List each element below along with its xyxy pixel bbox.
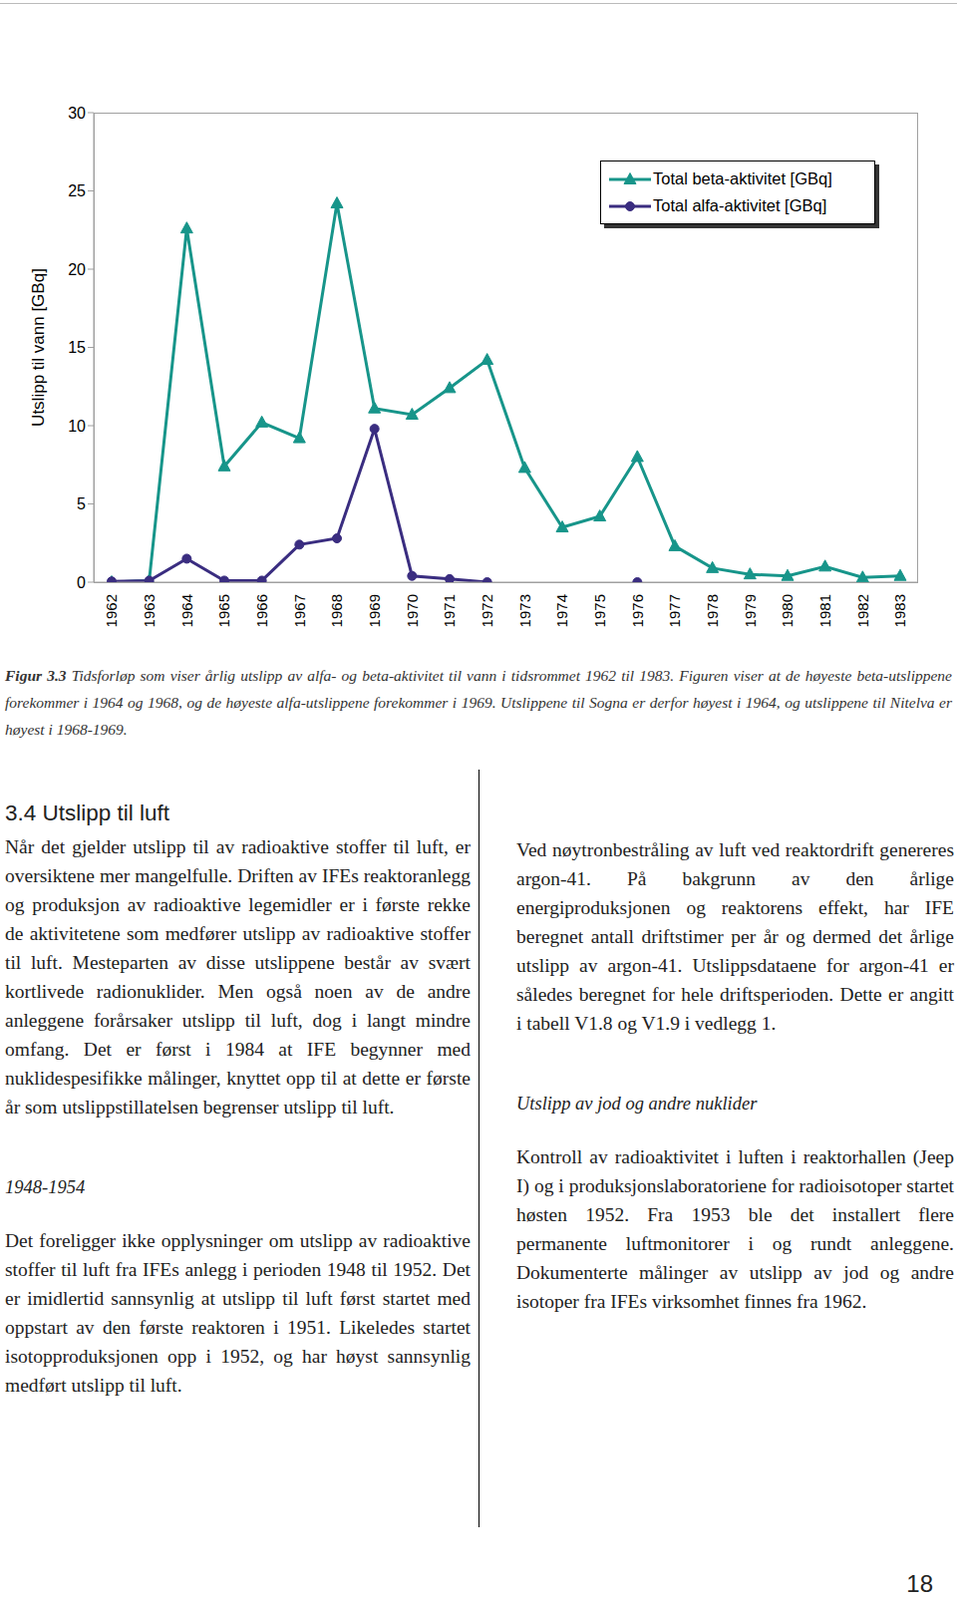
html-text:Ved nøytronbestråling av luft: Ved nøytronbestråling av luft ved reakto… <box>516 839 955 1034</box>
svg-text:0: 0 <box>76 574 86 592</box>
html-text:3.4 Utslipp til luft: 3.4 Utslipp til luft <box>4 800 170 826</box>
svg-text:5: 5 <box>76 495 86 513</box>
html-text:Total beta-aktivitet [GBq]: Total beta-aktivitet [GBq] <box>652 169 833 188</box>
svg-text:1968: 1968 <box>327 594 345 628</box>
svg-text:1978: 1978 <box>703 594 721 628</box>
svg-text:10: 10 <box>67 417 86 435</box>
svg-text:1970: 1970 <box>403 594 421 628</box>
svg-text:20: 20 <box>67 261 86 279</box>
html-text:Det foreligger ikke opplysning: Det foreligger ikke opplysninger om utsl… <box>4 1230 471 1396</box>
svg-text:1981: 1981 <box>816 594 834 628</box>
html-text:Når det gjelder utslipp til av: Når det gjelder utslipp til av radioakti… <box>4 836 471 1118</box>
svg-text:1965: 1965 <box>215 594 233 628</box>
html-text:Total alfa-aktivitet [GBq]: Total alfa-aktivitet [GBq] <box>652 196 827 215</box>
svg-text:1966: 1966 <box>253 594 271 628</box>
svg-text:1980: 1980 <box>778 594 796 628</box>
svg-text:1983: 1983 <box>891 594 909 628</box>
svg-text:1975: 1975 <box>591 594 609 628</box>
svg-text:1982: 1982 <box>854 594 872 628</box>
html-text:Kontroll av radioaktivitet i l: Kontroll av radioaktivitet i luften i re… <box>516 1146 955 1312</box>
svg-text:1973: 1973 <box>516 594 534 628</box>
svg-text:1963: 1963 <box>140 594 158 628</box>
svg-text:1969: 1969 <box>365 594 383 628</box>
html-text:Figur 3.3 Tidsforløp som viser: Figur 3.3 Tidsforløp som viser årlig uts… <box>4 666 953 738</box>
svg-text:1979: 1979 <box>741 594 759 628</box>
html-text:18: 18 <box>906 1570 934 1597</box>
html-text:1948-1954: 1948-1954 <box>4 1177 85 1198</box>
svg-text:25: 25 <box>67 182 86 200</box>
svg-text:15: 15 <box>67 338 86 356</box>
svg-text:Utslipp til vann [GBq]: Utslipp til vann [GBq] <box>28 268 48 427</box>
svg-text:1964: 1964 <box>178 594 196 628</box>
svg-text:1974: 1974 <box>553 594 571 628</box>
svg-text:1972: 1972 <box>478 594 496 628</box>
svg-text:30: 30 <box>67 104 86 122</box>
svg-text:1977: 1977 <box>665 594 683 628</box>
svg-text:1971: 1971 <box>440 594 458 628</box>
svg-text:1967: 1967 <box>291 594 309 628</box>
html-text:Utslipp av jod og andre nuklid: Utslipp av jod og andre nuklider <box>516 1093 757 1114</box>
svg-text:1962: 1962 <box>102 594 120 628</box>
svg-text:1976: 1976 <box>629 594 646 628</box>
